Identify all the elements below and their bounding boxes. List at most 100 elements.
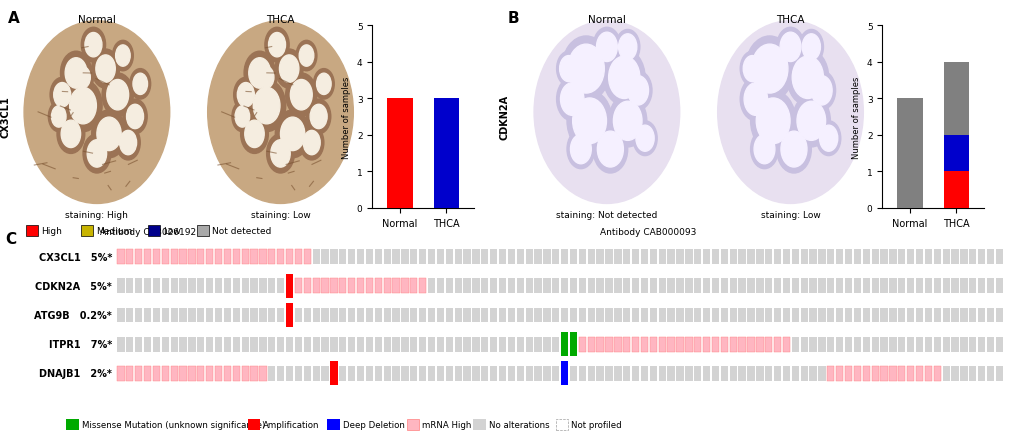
Bar [312,250,320,264]
Bar [755,337,763,352]
Ellipse shape [116,126,141,161]
Text: Medium: Medium [96,227,132,236]
Ellipse shape [64,80,102,132]
Bar [436,250,443,264]
Bar [773,250,781,264]
Bar [942,279,949,293]
Ellipse shape [316,74,331,95]
Bar [773,279,781,293]
Bar [711,279,718,293]
Bar [481,366,488,381]
Bar [995,308,1002,322]
Bar [738,250,745,264]
Ellipse shape [615,30,639,65]
Ellipse shape [807,72,835,111]
Bar [666,337,675,352]
Bar [977,337,984,352]
Bar [924,279,931,293]
Bar [551,250,558,264]
Bar [197,308,204,322]
Bar [613,366,621,381]
Bar [658,308,665,322]
Bar [685,250,692,264]
Ellipse shape [119,131,137,155]
Bar [366,366,373,381]
Bar [463,337,470,352]
Ellipse shape [300,126,323,161]
Bar [738,366,745,381]
Bar [543,250,550,264]
Bar [410,366,417,381]
Bar [347,279,355,293]
Bar [516,279,524,293]
Bar [666,250,675,264]
Bar [649,337,656,352]
Bar [906,279,913,293]
Ellipse shape [592,126,627,174]
Ellipse shape [596,33,616,62]
Bar [215,366,222,381]
Bar [170,337,177,352]
Bar [117,337,124,352]
Bar [826,279,834,293]
Ellipse shape [303,131,320,155]
Bar [986,366,994,381]
Bar [338,337,346,352]
Bar [232,279,239,293]
Bar [870,366,878,381]
Bar [587,279,594,293]
Bar [507,308,515,322]
Bar [445,366,452,381]
Bar [197,250,204,264]
Bar [162,308,169,322]
Bar [419,250,426,264]
Bar [498,337,505,352]
Ellipse shape [750,91,795,152]
Bar [977,279,984,293]
Bar [791,337,798,352]
Bar [711,308,718,322]
Ellipse shape [107,80,128,111]
Bar [560,332,568,356]
Bar [223,250,231,264]
Bar [809,366,816,381]
Bar [304,366,311,381]
Bar [454,337,462,352]
Bar [951,250,958,264]
Bar [613,308,621,322]
Bar [410,250,417,264]
Bar [862,250,869,264]
Ellipse shape [816,122,840,156]
Bar [374,308,381,322]
Bar [932,250,941,264]
Bar [570,279,577,293]
Bar [489,337,497,352]
Bar [693,308,701,322]
Bar [685,366,692,381]
Bar [764,308,771,322]
Bar [986,250,994,264]
Bar [844,337,852,352]
Ellipse shape [248,80,285,132]
Text: Antibody CAB026192: Antibody CAB026192 [100,228,196,237]
Ellipse shape [799,30,822,65]
Bar [206,308,213,322]
Bar [755,308,763,322]
Bar [879,308,887,322]
Bar [658,279,665,293]
Bar [836,337,843,352]
Ellipse shape [568,45,603,94]
Bar [960,250,967,264]
Bar [977,250,984,264]
Bar [783,308,790,322]
Bar [720,366,728,381]
Bar [578,250,586,264]
Bar [251,366,258,381]
Bar [729,337,736,352]
Bar [879,366,887,381]
Bar [817,308,824,322]
Bar [259,366,266,381]
Bar [268,250,275,264]
Bar [330,250,337,264]
Bar [153,337,160,352]
